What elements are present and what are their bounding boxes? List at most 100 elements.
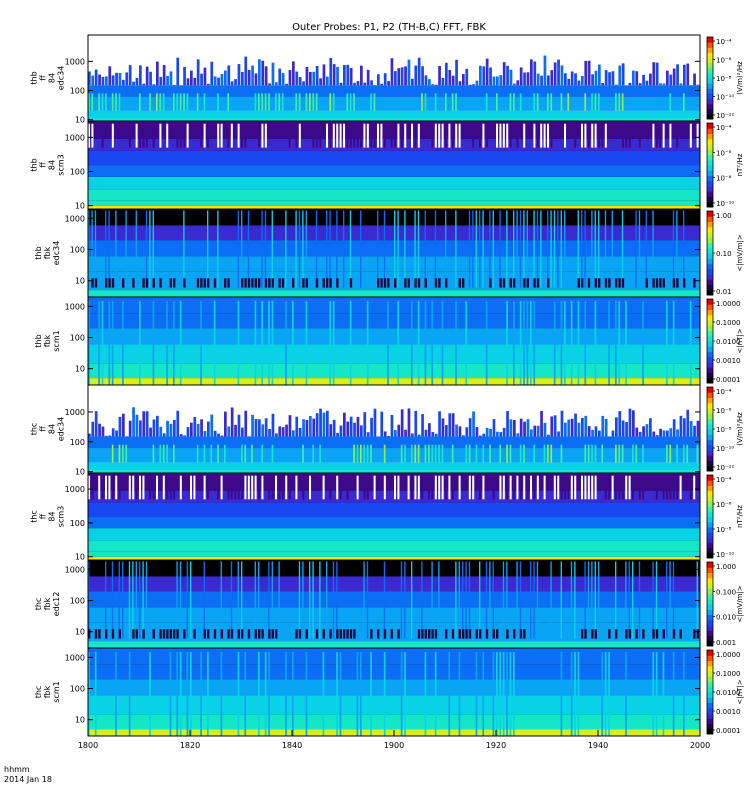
y-tick-label: 100 (70, 167, 85, 176)
colorbar-tick-label: 10⁻¹⁰ (716, 94, 734, 102)
colorbar-tick-label: 10⁻⁸ (716, 526, 732, 534)
x-tick-label: 1900 (384, 741, 404, 750)
y-tick-label: 1000 (65, 653, 85, 662)
y-tick-label: 100 (70, 597, 85, 606)
x-axis-label: hhmm (4, 765, 30, 774)
panel-6: 1000 100 10 thcff84scm3 10⁻⁴ 10⁻⁶ 10⁻⁸ 10⁻¹⁰ nT²… (30, 472, 744, 562)
x-axis: 1800 1820 1840 1900 1920 1940 2000 (78, 730, 710, 750)
colorbar: 1.0000 0.1000 0.0100 0.0010 0.0001 <|nT|> (706, 298, 744, 384)
colorbar: 1.00 0.10 0.01 <|mV/m|> (706, 210, 744, 296)
panel-ylabel: thcff84scm3 (30, 506, 66, 527)
colorbar-tick-label: 10⁻⁶ (716, 407, 732, 415)
colorbar-tick-label: 10⁻¹⁰ (716, 200, 734, 208)
colorbar-label: <|nT|> (736, 679, 744, 704)
colorbar-tick-label: 0.1000 (716, 670, 741, 678)
y-tick-label: 1000 (65, 133, 85, 142)
colorbar: 1.0000 0.1000 0.0100 0.0010 0.0001 <|nT|> (706, 649, 744, 735)
y-tick-label: 1000 (65, 302, 85, 311)
colorbar-tick-label: 10⁻⁴ (716, 388, 732, 396)
x-tick-label: 1940 (588, 741, 608, 750)
colorbar-label: (V/m)²/Hz (736, 412, 744, 446)
colorbar-tick-label: 0.010 (716, 614, 736, 622)
colorbar-tick-label: 1.00 (716, 212, 732, 220)
x-tick-label: 2000 (690, 741, 710, 750)
panel-ylabel: thbff84scm3 (30, 154, 66, 175)
figure-title: Outer Probes: P1, P2 (TH-B,C) FFT, FBK (292, 22, 486, 33)
panel-ylabel: thbff84edc34 (30, 66, 66, 91)
y-tick-label: 10 (75, 553, 85, 562)
x-tick-label: 1920 (486, 741, 506, 750)
x-tick-label: 1820 (180, 741, 200, 750)
colorbar-tick-label: 0.0010 (716, 357, 741, 365)
panel-7: 1000 100 10 thcfbkedc12 1.000 0.100 0.010 0.001… (34, 559, 744, 649)
y-tick-label: 10 (75, 365, 85, 374)
colorbar-tick-label: 0.0001 (716, 727, 741, 735)
colorbar-tick-label: 10⁻⁶ (716, 149, 732, 157)
colorbar-label: <|mV/m|> (736, 585, 744, 622)
y-tick-label: 1000 (65, 565, 85, 574)
colorbar-tick-label: 10⁻⁶ (716, 501, 732, 509)
colorbar-tick-label: 10⁻¹² (716, 112, 734, 120)
y-tick-label: 10 (75, 468, 85, 477)
y-tick-label: 100 (70, 438, 85, 447)
colorbar-tick-label: 10⁻⁸ (716, 75, 732, 83)
panel-3: 1000 100 10 thbfbkedc34 1.00 0.10 0.01 <|mV/m|> (34, 208, 744, 298)
colorbar-tick-label: 10⁻⁸ (716, 175, 732, 183)
panel-1: 1000 100 10 thbff84edc34 10⁻⁴ 10⁻⁶ 10⁻⁸ 10⁻¹⁰ 10… (30, 34, 744, 125)
y-tick-label: 1000 (65, 408, 85, 417)
y-tick-label: 10 (75, 716, 85, 725)
panel-ylabel: thcfbkscm1 (34, 681, 61, 702)
panel-ylabel: thbfbkscm1 (34, 330, 61, 351)
colorbar-tick-label: 0.10 (716, 250, 732, 258)
y-tick-label: 100 (70, 519, 85, 528)
colorbar: 10⁻⁴ 10⁻⁶ 10⁻⁸ 10⁻¹⁰ nT²/Hz (706, 122, 744, 208)
colorbar-tick-label: 10⁻⁴ (716, 476, 732, 484)
y-tick-label: 10 (75, 116, 85, 125)
panel-5: 100010010thcff84edc3410⁻⁴10⁻⁶10⁻⁸10⁻¹⁰10… (30, 384, 744, 477)
colorbar: 10⁻⁴ 10⁻⁶ 10⁻⁸ 10⁻¹⁰ 10⁻¹² (V/m)²/Hz (706, 386, 744, 472)
colorbar-label: nT²/Hz (736, 505, 744, 528)
y-tick-label: 100 (70, 334, 85, 343)
y-tick-label: 10 (75, 277, 85, 286)
y-tick-label: 1000 (65, 214, 85, 223)
y-tick-label: 1000 (65, 57, 85, 66)
colorbar-tick-label: 0.0001 (716, 376, 741, 384)
colorbar-tick-label: 0.01 (716, 288, 732, 296)
colorbar-tick-label: 10⁻¹⁰ (716, 551, 734, 559)
panel-8: 1000 100 10 thcfbkscm1 1.0000 0.1000 0.0100 0.0… (34, 647, 744, 737)
colorbar-tick-label: 0.1000 (716, 319, 741, 327)
colorbar-tick-label: 10⁻⁸ (716, 426, 732, 434)
panel-ylabel: thbfbkedc34 (34, 241, 61, 266)
y-tick-label: 10 (75, 628, 85, 637)
y-tick-label: 1000 (65, 485, 85, 494)
colorbar-tick-label: 10⁻¹⁰ (716, 445, 734, 453)
x-tick-label: 1800 (78, 741, 98, 750)
date-label: 2014 Jan 18 (4, 775, 52, 784)
colorbar-tick-label: 10⁻¹² (716, 464, 734, 472)
colorbar-tick-label: 1.0000 (716, 300, 741, 308)
colorbar-tick-label: 0.001 (716, 639, 736, 647)
colorbar-tick-label: 0.0010 (716, 708, 741, 716)
colorbar-tick-label: 10⁻⁴ (716, 38, 732, 46)
panel-ylabel: thcfbkedc12 (34, 592, 61, 617)
y-tick-label: 100 (70, 246, 85, 255)
y-tick-label: 100 (70, 87, 85, 96)
colorbar-tick-label: 10⁻⁴ (716, 124, 732, 132)
panel-ylabel: thcff84edc34 (30, 417, 66, 442)
colorbar-label: <|nT|> (736, 328, 744, 353)
colorbar: 10⁻⁴ 10⁻⁶ 10⁻⁸ 10⁻¹⁰ 10⁻¹² (V/m)²/Hz (706, 36, 744, 120)
colorbar-tick-label: 0.0100 (716, 338, 741, 346)
colorbar: 10⁻⁴ 10⁻⁶ 10⁻⁸ 10⁻¹⁰ nT²/Hz (706, 474, 744, 559)
panels: 100010010thbff84edc3410⁻⁴10⁻⁶10⁻⁸10⁻¹⁰10… (30, 34, 744, 737)
colorbar-tick-label: 1.000 (716, 563, 736, 571)
y-tick-label: 10 (75, 202, 85, 211)
colorbar-label: nT²/Hz (736, 153, 744, 176)
panel-4: 1000 100 10 thbfbkscm1 1.0000 0.1000 0.0100 0.0… (34, 296, 744, 386)
colorbar-label: <|mV/m|> (736, 234, 744, 271)
y-tick-label: 100 (70, 685, 85, 694)
colorbar-tick-label: 10⁻⁶ (716, 57, 732, 65)
colorbar-tick-label: 0.0100 (716, 689, 741, 697)
panel-2: 1000 100 10 thbff84scm3 10⁻⁴ 10⁻⁶ 10⁻⁸ 10⁻¹⁰ nT²… (30, 120, 744, 211)
x-tick-label: 1840 (282, 741, 302, 750)
